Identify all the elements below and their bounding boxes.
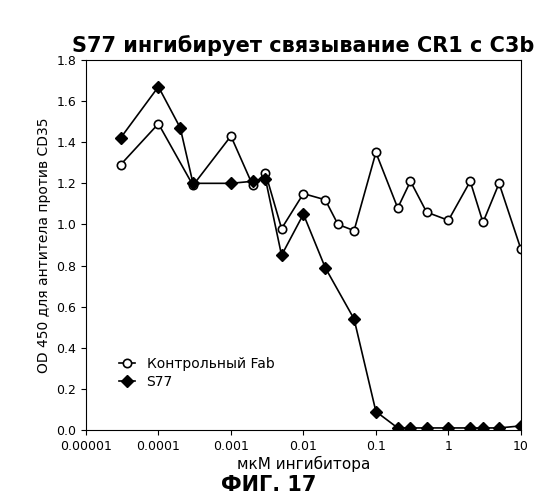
S77 xyxy=(190,180,196,186)
S77 xyxy=(250,178,256,184)
Line: Контрольный Fab: Контрольный Fab xyxy=(117,120,525,254)
S77 xyxy=(445,425,452,431)
S77 xyxy=(395,425,401,431)
Контрольный Fab xyxy=(407,178,413,184)
Контрольный Fab xyxy=(445,218,452,224)
Line: S77: S77 xyxy=(117,82,525,432)
S77 xyxy=(300,211,307,217)
Контрольный Fab xyxy=(335,222,341,228)
Контрольный Fab xyxy=(190,182,196,188)
Контрольный Fab xyxy=(373,150,379,156)
Контрольный Fab xyxy=(351,228,357,234)
S77 xyxy=(262,176,268,182)
Контрольный Fab xyxy=(480,220,486,226)
Контрольный Fab xyxy=(496,180,502,186)
Контрольный Fab xyxy=(117,162,124,168)
X-axis label: мкМ ингибитора: мкМ ингибитора xyxy=(237,456,370,471)
S77 xyxy=(467,425,474,431)
Контрольный Fab xyxy=(278,226,285,232)
S77 xyxy=(278,252,285,258)
Контрольный Fab xyxy=(155,120,162,126)
S77 xyxy=(373,408,379,414)
Y-axis label: OD 450 для антитела против CD35: OD 450 для антитела против CD35 xyxy=(37,117,50,373)
Контрольный Fab xyxy=(228,133,234,139)
Контрольный Fab xyxy=(262,170,268,176)
S77 xyxy=(351,316,357,322)
Контрольный Fab xyxy=(395,205,401,211)
S77 xyxy=(518,423,524,429)
Контрольный Fab xyxy=(423,209,430,215)
Контрольный Fab xyxy=(250,182,256,188)
Контрольный Fab xyxy=(467,178,474,184)
S77 xyxy=(480,425,486,431)
S77 xyxy=(496,425,502,431)
Legend: Контрольный Fab, S77: Контрольный Fab, S77 xyxy=(114,353,279,394)
S77 xyxy=(322,264,329,270)
S77 xyxy=(117,135,124,141)
Контрольный Fab xyxy=(300,190,307,196)
S77 xyxy=(407,425,413,431)
Контрольный Fab xyxy=(518,246,524,252)
Контрольный Fab xyxy=(322,197,329,203)
Title: S77 ингибирует связывание CR1 с С3b: S77 ингибирует связывание CR1 с С3b xyxy=(72,34,535,56)
S77 xyxy=(228,180,234,186)
S77 xyxy=(155,84,162,89)
S77 xyxy=(423,425,430,431)
S77 xyxy=(177,125,184,131)
Text: ФИГ. 17: ФИГ. 17 xyxy=(221,475,316,495)
